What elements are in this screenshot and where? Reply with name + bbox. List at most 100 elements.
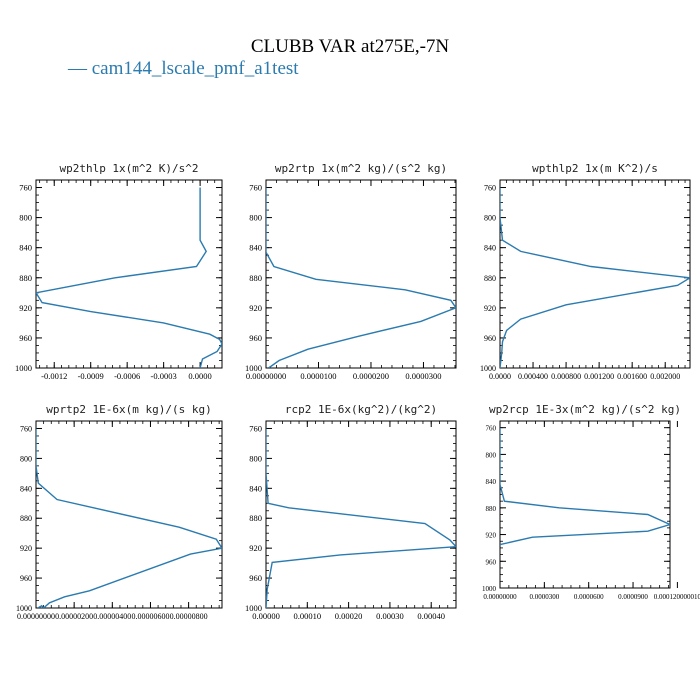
y-tick-label: 840 [20, 484, 32, 493]
x-tick-label: 0.00010 [293, 611, 321, 621]
y-tick-label: 920 [486, 532, 497, 540]
y-tick-label: 960 [249, 573, 262, 583]
x-tick-label: 0.00000000 [483, 593, 517, 601]
y-tick-label: 760 [20, 424, 32, 433]
y-tick-label: 920 [249, 543, 262, 553]
x-tick-label: 0.00040 [417, 611, 445, 621]
y-tick-label: 760 [484, 184, 496, 193]
y-tick-label: 800 [19, 213, 32, 223]
series-line [266, 428, 456, 608]
plot-frame [499, 179, 691, 369]
x-tick-label: 0.000400 [518, 372, 548, 381]
y-tick-label: 880 [486, 505, 497, 513]
y-tick-label: 840 [249, 243, 262, 253]
y-tick-label: 960 [486, 558, 497, 566]
y-tick-label: 920 [249, 303, 262, 313]
series-line [500, 187, 690, 368]
panel-6: wp2rcp 1E-3x(m^2 kg)/(s^2 kg) 0.00000000 0… [482, 403, 700, 601]
y-tick-label: 840 [484, 244, 496, 253]
x-tick-label: -0.0003 [151, 371, 177, 381]
x-tick-label: -0.0012 [41, 371, 67, 381]
y-tick-label: 960 [249, 333, 262, 343]
y-tick-label: 1000 [245, 363, 262, 373]
x-tick-label: -0.0006 [114, 371, 140, 381]
x-tick-label: 0.002000 [650, 372, 680, 381]
y-tick-label: 880 [20, 514, 32, 523]
x-tick-label: 0.0000300 [405, 371, 441, 381]
y-tick-label: 1000 [16, 604, 32, 613]
y-tick-label: 960 [484, 334, 496, 343]
x-tick-label: 0.000120000010 [654, 593, 700, 601]
y-tick-label: 760 [19, 183, 32, 193]
panel-title: wprtp2 1E-6x(m kg)/(s kg) [46, 403, 212, 416]
x-tick-label: 0.001600 [617, 372, 647, 381]
y-tick-label: 760 [486, 425, 497, 433]
panel-title: wp2rcp 1E-3x(m^2 kg)/(s^2 kg) [489, 403, 681, 416]
plot-frame [265, 420, 457, 609]
x-tick-label: 0.0000200 [353, 371, 389, 381]
panel-1: wp2thlp 1x(m^2 K)/s^2 -0.0012 -0.0009 -0.00… [15, 162, 223, 381]
y-tick-label: 800 [249, 453, 262, 463]
y-tick-label: 880 [249, 513, 262, 523]
series-line [500, 427, 670, 546]
x-tick-label: 0.00020 [335, 611, 363, 621]
panel-title: rcp2 1E-6x(kg^2)/(kg^2) [285, 403, 437, 416]
plot-frame [499, 420, 671, 589]
y-tick-label: 800 [486, 451, 497, 459]
x-tick-label: 0.0000 [489, 372, 511, 381]
y-tick-label: 1000 [245, 603, 262, 613]
y-tick-label: 880 [249, 273, 262, 283]
y-tick-label: 800 [249, 213, 262, 223]
x-tick-label: 0.00000 [252, 611, 280, 621]
panel-4: wprtp2 1E-6x(m kg)/(s kg)0.00000000 0.000… [16, 403, 223, 621]
series-line [36, 428, 222, 608]
x-tick-label: 0.00000800 [170, 612, 208, 621]
plot-frame [265, 179, 457, 369]
x-tick-label: -0.0009 [78, 371, 104, 381]
y-tick-label: 840 [19, 243, 32, 253]
y-tick-label: 920 [19, 303, 32, 313]
y-tick-label: 1000 [480, 364, 496, 373]
x-tick-label: 0.0000 [188, 371, 211, 381]
x-tick-label: 0.00000000 [246, 371, 286, 381]
x-tick-label: 0.001200 [584, 372, 614, 381]
panel-5: rcp2 1E-6x(kg^2)/(kg^2) 0.00000 0.00010 0.0… [245, 403, 457, 621]
y-tick-label: 1000 [482, 585, 497, 593]
x-tick-label: 0.00030 [376, 611, 404, 621]
x-tick-label: 0.000800 [551, 372, 581, 381]
y-tick-label: 880 [484, 274, 496, 283]
legend-label: cam144_lscale_pmf_a1test [91, 58, 299, 79]
y-tick-label: 880 [19, 273, 32, 283]
y-tick-label: 840 [249, 483, 262, 493]
y-tick-label: 840 [486, 478, 497, 486]
panel-title: wp2thlp 1x(m^2 K)/s^2 [59, 162, 198, 175]
y-tick-label: 760 [249, 423, 262, 433]
x-tick-label: 0.00000200 [55, 612, 93, 621]
x-tick-label: 0.0000100 [300, 371, 336, 381]
x-tick-label: 0.0000900 [618, 593, 648, 601]
x-tick-label: 0.00000600 [131, 612, 169, 621]
panel-title: wpthlp2 1x(m K^2)/s [532, 162, 658, 175]
y-tick-label: 1000 [15, 363, 32, 373]
plot-frame [35, 179, 223, 369]
x-tick-label: 0.0000600 [574, 593, 604, 601]
panel-2: wp2rtp 1x(m^2 kg)/(s^2 kg) 0.00000000 0.00… [245, 162, 457, 381]
figure-title: CLUBB VAR at275E,-7N [250, 36, 450, 57]
plot-frame [35, 420, 223, 609]
legend-entry: — cam144_lscale_pmf_a1test [68, 58, 299, 79]
x-tick-label: 0.00000400 [93, 612, 131, 621]
series-line [266, 187, 456, 368]
y-tick-label: 800 [484, 214, 496, 223]
y-tick-label: 920 [20, 544, 32, 553]
y-tick-label: 760 [249, 183, 262, 193]
panel-title: wp2rtp 1x(m^2 kg)/(s^2 kg) [275, 162, 447, 175]
y-tick-label: 920 [484, 304, 496, 313]
panel-3: wpthlp2 1x(m K^2)/s 0.0000 0.000400 0.00080… [480, 162, 691, 381]
y-tick-label: 800 [20, 454, 32, 463]
y-tick-label: 960 [19, 333, 32, 343]
series-line [36, 187, 222, 368]
x-tick-label: 0.0000300 [529, 593, 559, 601]
x-tick-label: 0.00000000 [17, 612, 55, 621]
y-tick-label: 960 [20, 574, 32, 583]
